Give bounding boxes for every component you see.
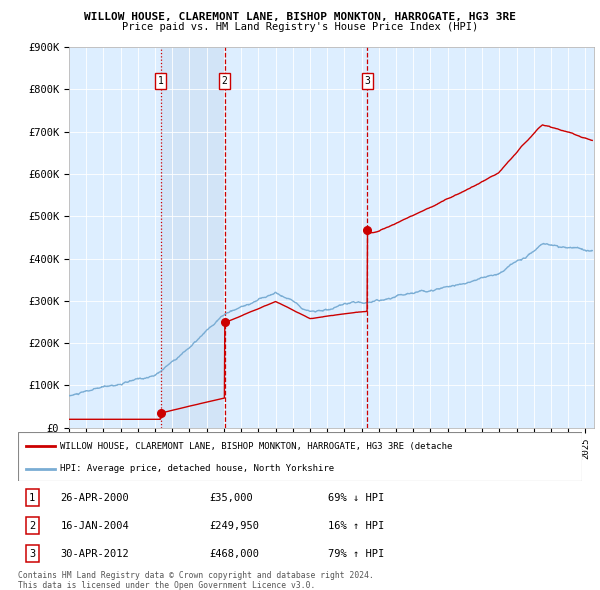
Text: Contains HM Land Registry data © Crown copyright and database right 2024.: Contains HM Land Registry data © Crown c… bbox=[18, 571, 374, 580]
Text: This data is licensed under the Open Government Licence v3.0.: This data is licensed under the Open Gov… bbox=[18, 581, 316, 589]
Text: 3: 3 bbox=[364, 76, 370, 86]
Text: 69% ↓ HPI: 69% ↓ HPI bbox=[328, 493, 385, 503]
Text: 1: 1 bbox=[29, 493, 35, 503]
Text: 30-APR-2012: 30-APR-2012 bbox=[60, 549, 129, 559]
FancyBboxPatch shape bbox=[18, 432, 582, 481]
Text: 3: 3 bbox=[29, 549, 35, 559]
Text: 1: 1 bbox=[158, 76, 164, 86]
Text: 79% ↑ HPI: 79% ↑ HPI bbox=[328, 549, 385, 559]
Text: Price paid vs. HM Land Registry's House Price Index (HPI): Price paid vs. HM Land Registry's House … bbox=[122, 22, 478, 32]
Text: WILLOW HOUSE, CLAREMONT LANE, BISHOP MONKTON, HARROGATE, HG3 3RE: WILLOW HOUSE, CLAREMONT LANE, BISHOP MON… bbox=[84, 12, 516, 22]
Bar bbox=[161, 47, 224, 428]
Text: £468,000: £468,000 bbox=[210, 549, 260, 559]
Text: 26-APR-2000: 26-APR-2000 bbox=[60, 493, 129, 503]
Text: 2: 2 bbox=[221, 76, 227, 86]
Text: WILLOW HOUSE, CLAREMONT LANE, BISHOP MONKTON, HARROGATE, HG3 3RE (detache: WILLOW HOUSE, CLAREMONT LANE, BISHOP MON… bbox=[60, 441, 452, 451]
Text: 2: 2 bbox=[29, 521, 35, 530]
Text: 16-JAN-2004: 16-JAN-2004 bbox=[60, 521, 129, 530]
Text: 16% ↑ HPI: 16% ↑ HPI bbox=[328, 521, 385, 530]
Text: £249,950: £249,950 bbox=[210, 521, 260, 530]
Text: HPI: Average price, detached house, North Yorkshire: HPI: Average price, detached house, Nort… bbox=[60, 464, 334, 473]
Text: £35,000: £35,000 bbox=[210, 493, 254, 503]
